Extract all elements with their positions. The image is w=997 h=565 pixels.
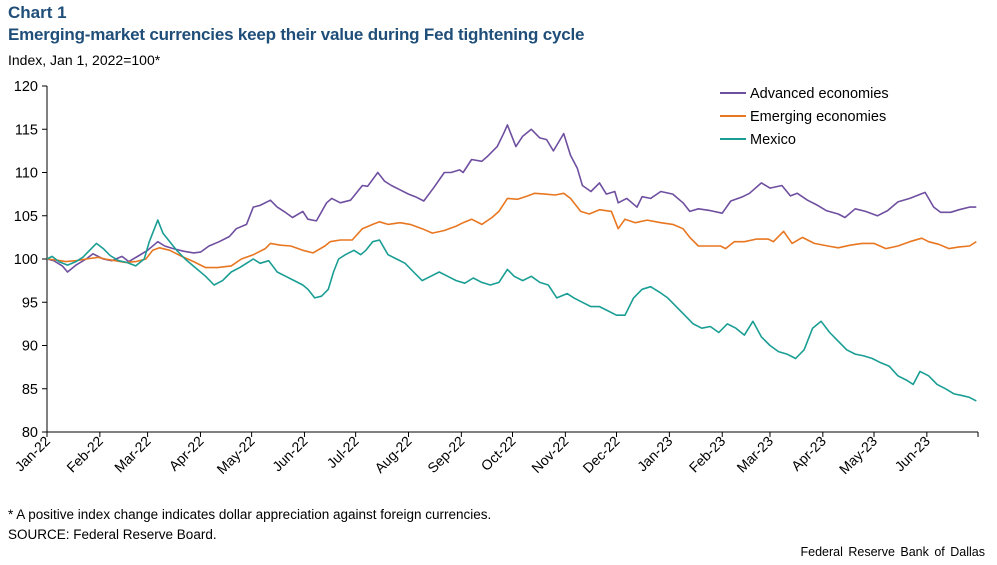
series-layer <box>46 124 977 402</box>
legend-label: Emerging economies <box>750 109 886 125</box>
y-tick-label: 80 <box>22 425 38 441</box>
x-tick-label: Jan-23 <box>634 433 676 475</box>
y-tick-label: 120 <box>14 79 38 95</box>
series-line-mexico <box>46 219 977 402</box>
chart-number: Chart 1 <box>8 3 67 22</box>
x-tick-label: Mar-22 <box>111 433 154 476</box>
x-axis: Jan-22 Feb-22 Mar-22 Apr-22 May-22 Jun-22 Jul-… <box>12 431 979 477</box>
series-line-emerging-economies <box>46 192 977 269</box>
legend-label: Mexico <box>750 132 796 148</box>
x-tick-label: Feb-23 <box>686 433 729 476</box>
x-tick-label: Apr-23 <box>788 433 829 474</box>
y-tick-label: 90 <box>22 339 38 355</box>
y-tick-label: 110 <box>15 166 38 182</box>
source-note: SOURCE: Federal Reserve Board. <box>8 527 217 542</box>
x-tick-label: May-22 <box>213 433 257 477</box>
x-tick-label: Oct-22 <box>478 433 519 474</box>
footnote: * A positive index change indicates doll… <box>8 507 492 522</box>
x-tick-label: Aug-22 <box>371 433 414 476</box>
x-tick-label: Mar-23 <box>733 433 776 476</box>
x-tick-label: Dec-22 <box>579 433 622 476</box>
x-tick-label: Feb-22 <box>63 433 106 476</box>
legend-label: Advanced economies <box>750 86 889 102</box>
y-tick-label: 100 <box>14 252 38 268</box>
x-tick-label: May-23 <box>836 433 880 477</box>
x-tick-label: Jun-23 <box>891 433 933 475</box>
x-tick-label: Nov-22 <box>528 433 571 476</box>
y-tick-label: 105 <box>14 209 38 225</box>
x-tick-label: Jun-22 <box>269 433 311 475</box>
x-tick-label: Sep-22 <box>424 433 467 476</box>
x-tick-label: Apr-22 <box>166 433 207 474</box>
y-tick-label: 85 <box>22 382 38 398</box>
legend: Advanced economies Emerging economies Mexi… <box>720 86 889 148</box>
y-axis: 80 85 90 95 100 105 110 115 120 <box>14 79 48 441</box>
credit-line: Federal Reserve Bank of Dallas <box>800 545 985 559</box>
chart-title: Emerging-market currencies keep their va… <box>8 25 585 44</box>
series-line-advanced-economies <box>46 124 977 273</box>
y-tick-label: 115 <box>15 122 38 138</box>
y-axis-units: Index, Jan 1, 2022=100* <box>8 52 161 68</box>
y-tick-label: 95 <box>22 295 38 311</box>
x-tick-label: Jul-22 <box>323 433 361 471</box>
